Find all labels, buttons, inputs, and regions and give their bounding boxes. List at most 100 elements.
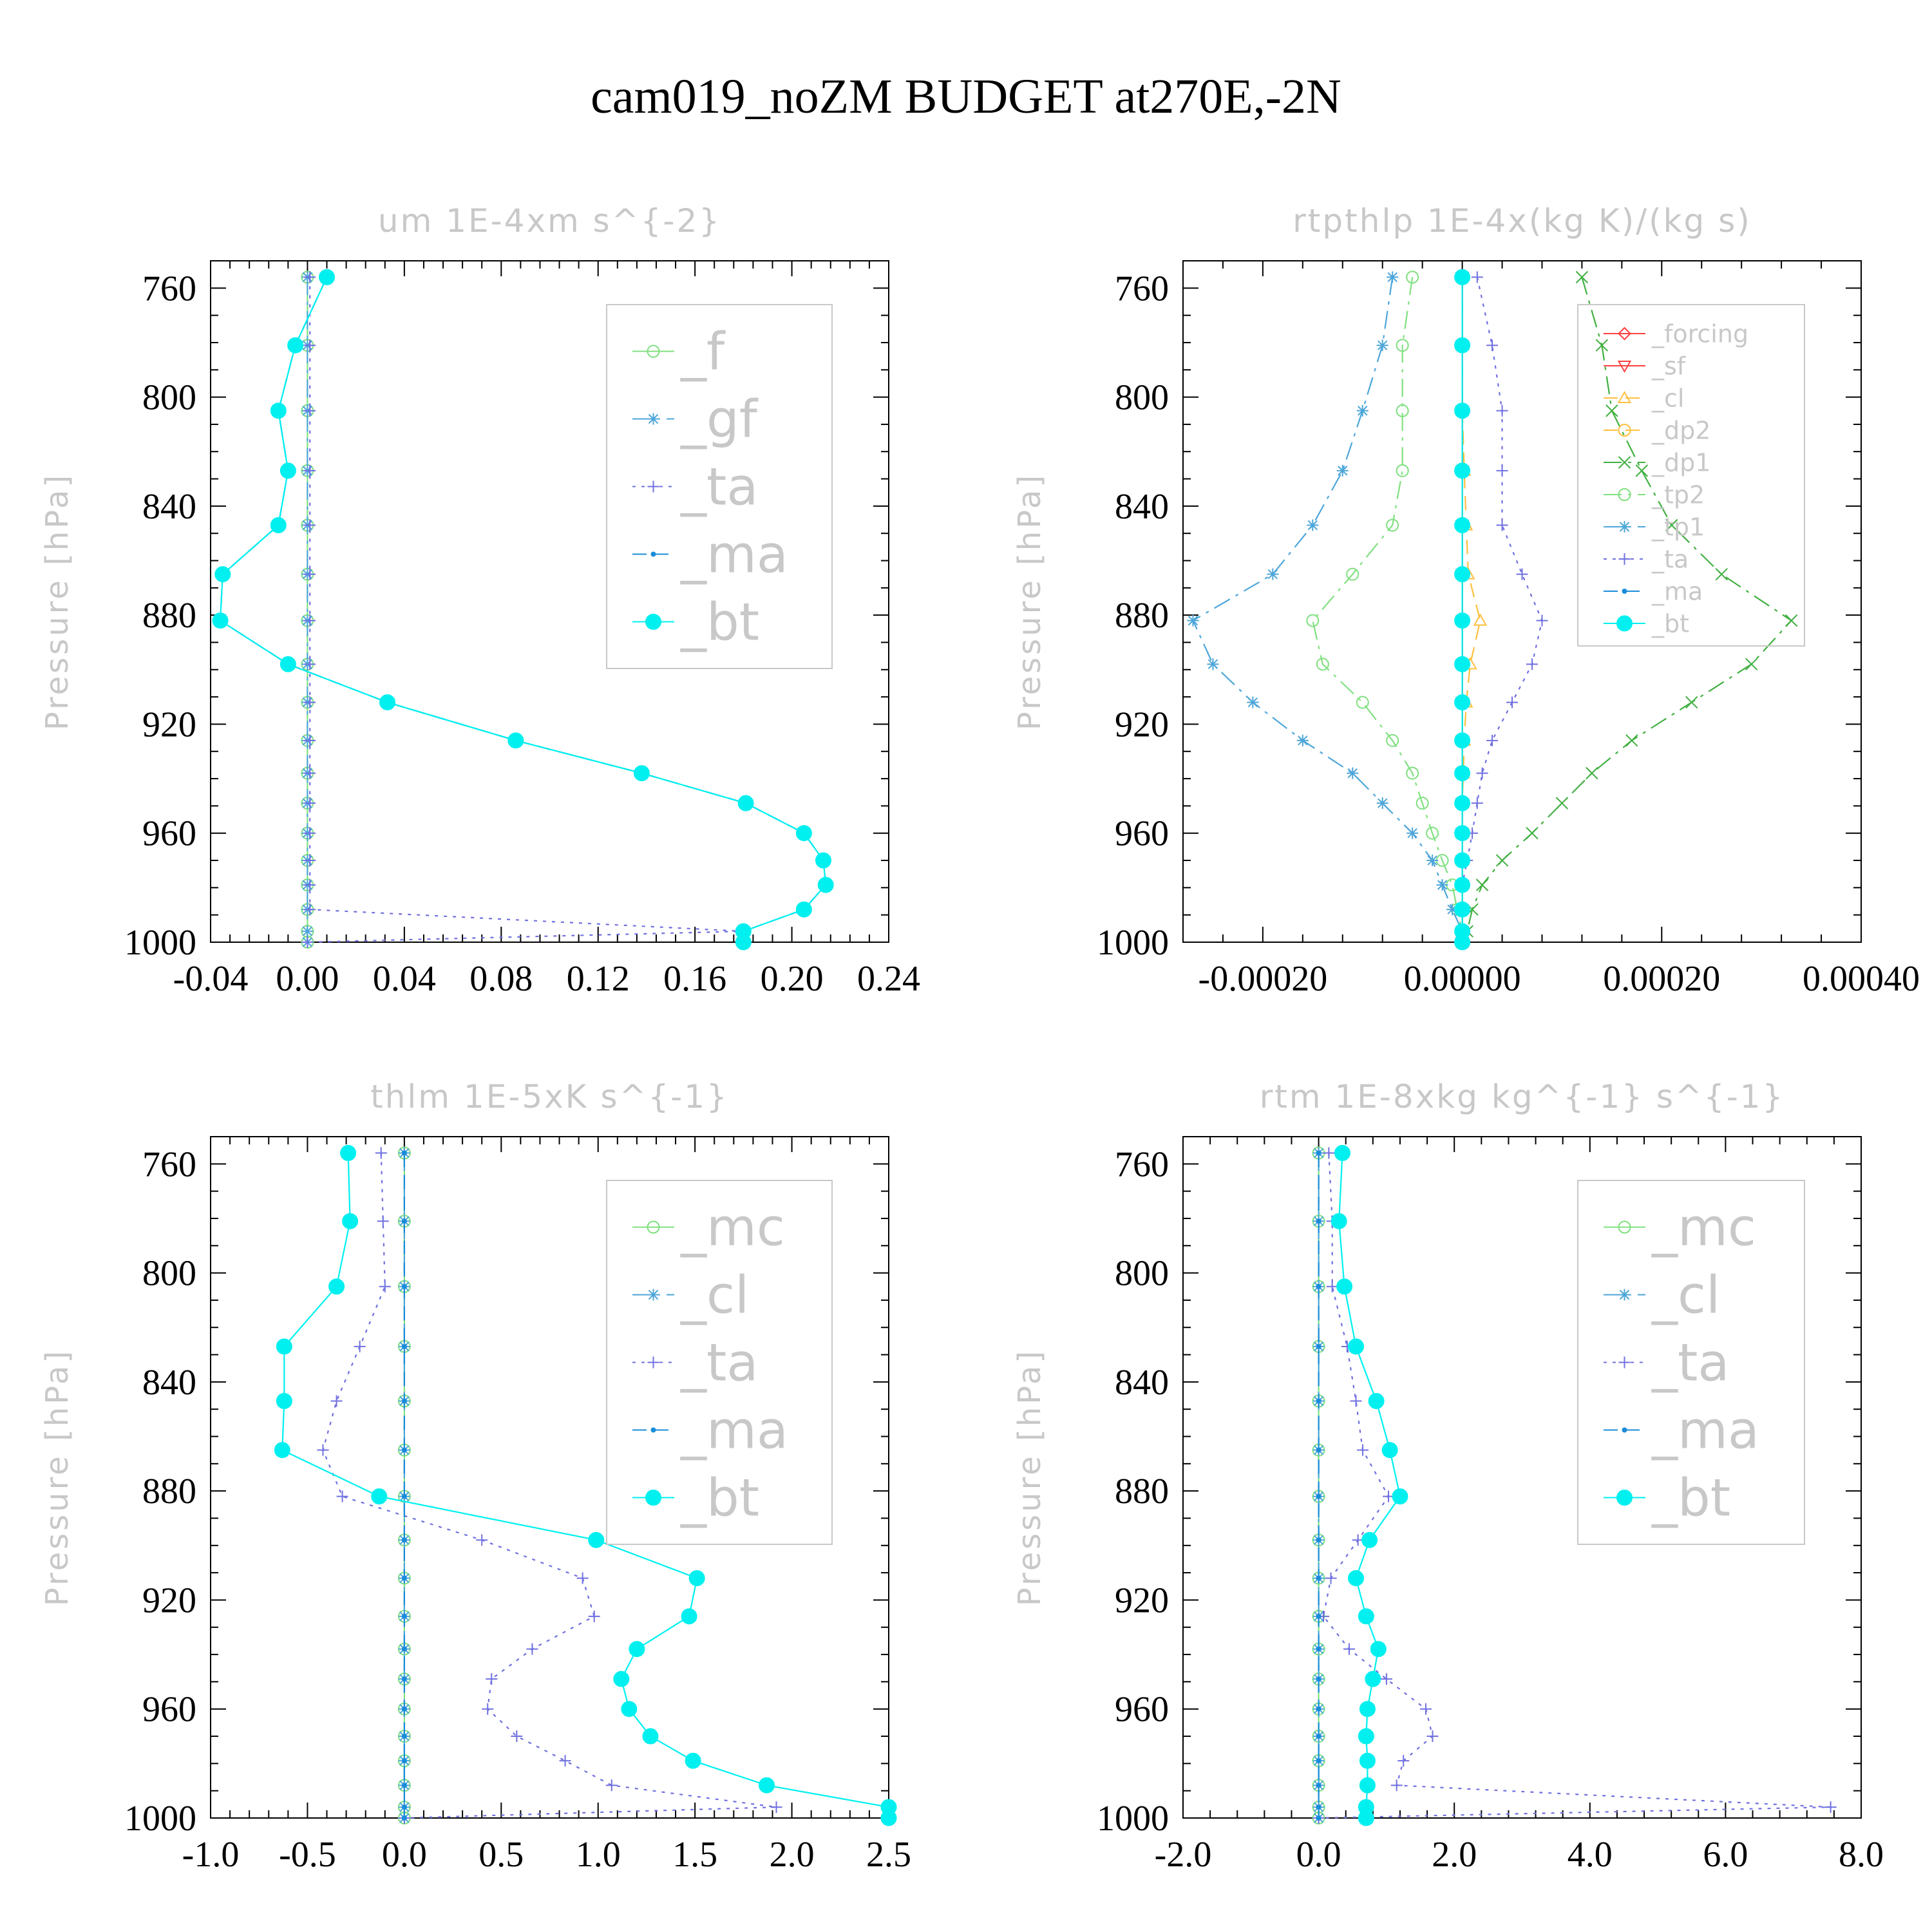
data-point	[1358, 1728, 1374, 1745]
y-tick-label: 760	[1115, 1144, 1169, 1184]
data-point	[401, 1537, 407, 1543]
data-point	[1336, 1278, 1353, 1295]
data-point	[1586, 766, 1598, 780]
series-line	[1338, 1153, 1401, 1818]
data-point	[401, 1734, 407, 1739]
data-point	[279, 656, 296, 672]
legend: _forcing _sf _cl _dp2 _dp1 _tp2 _tp1 _ta _ma _bt	[1577, 304, 1805, 647]
data-point	[304, 879, 316, 891]
x-tick-label: 0.00	[276, 959, 339, 999]
data-point	[214, 566, 231, 583]
data-point	[401, 1804, 407, 1810]
data-point	[1348, 1338, 1365, 1355]
panels: um 1E-4xm s^{-2} Pressure [hPa] 760 800 840 8…	[39, 202, 1920, 1875]
y-tick-label: 960	[1115, 1690, 1169, 1730]
y-tick-label: 800	[1115, 1254, 1169, 1294]
data-point	[304, 904, 316, 916]
y-tick-label: 1000	[124, 923, 196, 963]
data-point	[1454, 934, 1471, 951]
y-axis-label: Pressure [hPa]	[39, 1349, 75, 1606]
data-point	[1416, 797, 1429, 810]
y-axis-label: Pressure [hPa]	[1012, 473, 1048, 730]
data-point	[304, 464, 316, 477]
data-point	[1454, 337, 1471, 354]
data-point	[1390, 1779, 1403, 1792]
data-point	[304, 767, 316, 779]
data-point	[526, 1643, 538, 1655]
legend: _mc _cl _ta _ma _bt	[606, 1180, 833, 1545]
data-point	[1323, 1147, 1335, 1159]
data-point	[1446, 904, 1459, 916]
data-point	[319, 269, 336, 285]
data-point	[1406, 766, 1419, 780]
data-point	[1496, 404, 1508, 417]
data-point	[880, 1810, 897, 1826]
data-point	[304, 271, 316, 283]
legend-marker	[1622, 1427, 1627, 1433]
legend-label: _bt	[680, 1468, 759, 1528]
legend-label: _ma	[1651, 577, 1703, 605]
x-tick-label: 8.0	[1839, 1835, 1884, 1875]
data-point	[1380, 1673, 1392, 1685]
data-point	[476, 1534, 488, 1546]
data-point	[1359, 1752, 1376, 1769]
legend-marker	[645, 614, 661, 630]
legend-marker	[650, 1427, 656, 1433]
y-tick-label: 1000	[124, 1799, 196, 1839]
legend-label: _f	[680, 322, 726, 382]
data-point	[401, 1815, 407, 1821]
data-point	[629, 1641, 645, 1658]
x-tick-label: -0.00020	[1198, 959, 1328, 999]
y-tick-label: 920	[142, 705, 196, 744]
data-point	[1454, 852, 1471, 869]
data-point	[1471, 797, 1483, 810]
data-point	[401, 1283, 407, 1289]
data-point	[1454, 612, 1471, 629]
data-point	[633, 765, 650, 782]
data-point	[1316, 1447, 1321, 1453]
x-tick-label: 0.0	[1296, 1835, 1341, 1875]
data-point	[304, 658, 316, 670]
x-tick-label: 0.12	[567, 959, 630, 999]
series-line	[322, 1153, 777, 1819]
y-tick-label: 840	[142, 487, 196, 527]
data-point	[1376, 797, 1388, 810]
data-point	[276, 1338, 292, 1355]
data-point	[304, 339, 316, 352]
data-point	[1316, 1575, 1321, 1581]
x-tick-label: 6.0	[1703, 1835, 1748, 1875]
legend-marker	[647, 1289, 659, 1301]
data-point	[1306, 614, 1320, 627]
series-tp2	[1306, 270, 1469, 949]
y-tick-label: 800	[142, 378, 196, 418]
y-tick-label: 920	[142, 1580, 196, 1620]
data-point	[1496, 519, 1508, 531]
legend-marker	[1618, 456, 1631, 469]
legend-label: _mc	[680, 1198, 785, 1258]
legend-marker	[1618, 1220, 1631, 1234]
data-point	[1454, 462, 1471, 479]
x-tick-label: 0.00000	[1404, 959, 1521, 999]
data-point	[379, 1280, 391, 1293]
legend-marker	[1618, 1356, 1631, 1368]
y-tick-label: 920	[1115, 1580, 1169, 1620]
legend-label: _cl	[680, 1265, 749, 1325]
plot-frame	[210, 260, 889, 943]
data-point	[1625, 734, 1638, 747]
series-line	[307, 277, 744, 943]
data-point	[304, 404, 316, 417]
legend-label: _bt	[680, 592, 759, 652]
panel-title: rtm 1E-8xkg kg^{-1} s^{-1}	[1260, 1078, 1785, 1115]
data-point	[1359, 1701, 1376, 1718]
data-point	[1316, 1676, 1321, 1682]
y-tick-label: 880	[142, 596, 196, 636]
data-point	[1406, 270, 1419, 284]
series-line	[281, 1153, 890, 1818]
data-point	[401, 1398, 407, 1404]
data-point	[758, 1777, 775, 1794]
data-point	[482, 1703, 494, 1715]
data-point	[1471, 271, 1483, 283]
y-tick-label: 760	[142, 269, 196, 308]
y-tick-label: 880	[1115, 1472, 1169, 1511]
data-point	[1419, 1703, 1432, 1715]
